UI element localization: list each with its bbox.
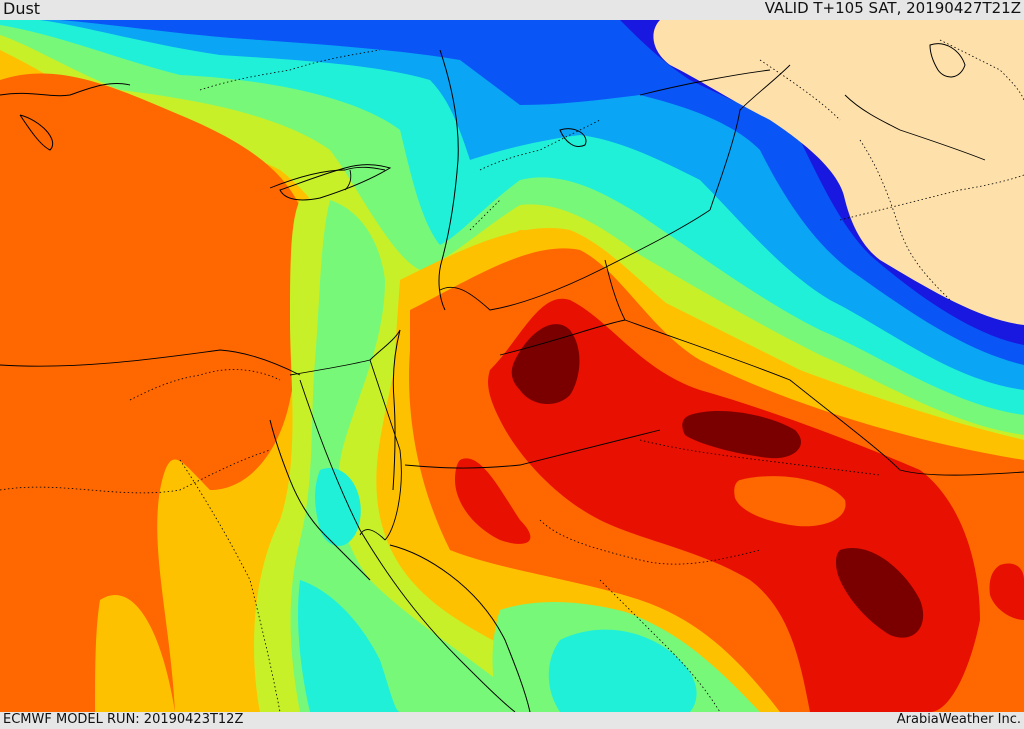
boundary-line xyxy=(438,49,459,311)
dust-level-9-east xyxy=(488,298,980,712)
dust-level-4-south xyxy=(298,580,400,712)
boundary-line xyxy=(404,429,661,469)
dust-contour-layers xyxy=(0,20,1024,712)
header-bar: Dust VALID T+105 SAT, 20190427T21Z xyxy=(0,0,1024,20)
boundary-line xyxy=(369,359,402,541)
boundary-line xyxy=(269,166,386,189)
boundary-line xyxy=(392,329,401,491)
map-title: Dust xyxy=(3,0,41,18)
internal-boundary-line xyxy=(179,459,281,712)
dust-level-9-right-edge xyxy=(989,563,1024,620)
dust-level-4-southeast-bubble xyxy=(548,629,697,712)
boundary-line xyxy=(279,164,392,201)
internal-boundary-line xyxy=(639,439,881,476)
dust-level-10-jordan xyxy=(511,324,580,405)
boundary-line xyxy=(844,94,986,161)
model-run-label: ECMWF MODEL RUN: 20190423T12Z xyxy=(3,712,244,727)
dust-concentration-map xyxy=(0,20,1024,712)
dust-level-5-corridor xyxy=(290,200,520,712)
internal-boundary-line xyxy=(759,59,841,121)
dust-level-8-west xyxy=(0,73,311,712)
boundary-line xyxy=(359,529,386,541)
internal-boundary-line xyxy=(129,369,281,401)
dust-level-4-corridor xyxy=(315,468,361,547)
internal-boundary-line xyxy=(599,579,721,712)
internal-boundary-line xyxy=(479,119,601,171)
boundary-line xyxy=(269,419,371,581)
dust-level-7-southwest xyxy=(95,594,175,712)
land-no-data-region xyxy=(653,20,1024,325)
boundary-line xyxy=(929,43,966,78)
internal-boundary-line xyxy=(839,174,1024,221)
boundary-line xyxy=(499,319,1024,476)
boundary-line xyxy=(709,64,791,211)
internal-boundary-line xyxy=(859,139,951,301)
internal-boundary-line xyxy=(539,519,761,565)
political-boundaries xyxy=(0,39,1024,712)
footer-bar: ECMWF MODEL RUN: 20190423T12Z ArabiaWeat… xyxy=(0,712,1024,729)
dust-level-8-southeast-pocket xyxy=(734,476,846,527)
boundary-line xyxy=(439,209,711,311)
dust-level-10-southeast xyxy=(835,548,924,638)
coastlines xyxy=(0,43,966,712)
boundary-line xyxy=(639,69,771,96)
dust-level-9-sinai-streak xyxy=(455,458,531,544)
valid-time-label: VALID T+105 SAT, 20190427T21Z xyxy=(764,0,1021,17)
dust-level-10-central xyxy=(682,410,801,459)
boundary-line xyxy=(0,349,301,376)
boundary-line xyxy=(289,329,401,376)
internal-boundary-line xyxy=(199,49,381,91)
internal-boundary-line xyxy=(469,199,501,231)
boundary-line xyxy=(0,82,131,97)
boundary-line xyxy=(299,379,516,712)
boundary-line xyxy=(19,114,53,151)
boundary-line xyxy=(559,128,587,147)
boundary-line xyxy=(389,544,531,712)
credit-label: ArabiaWeather Inc. xyxy=(896,712,1021,727)
boundary-line xyxy=(604,259,626,321)
